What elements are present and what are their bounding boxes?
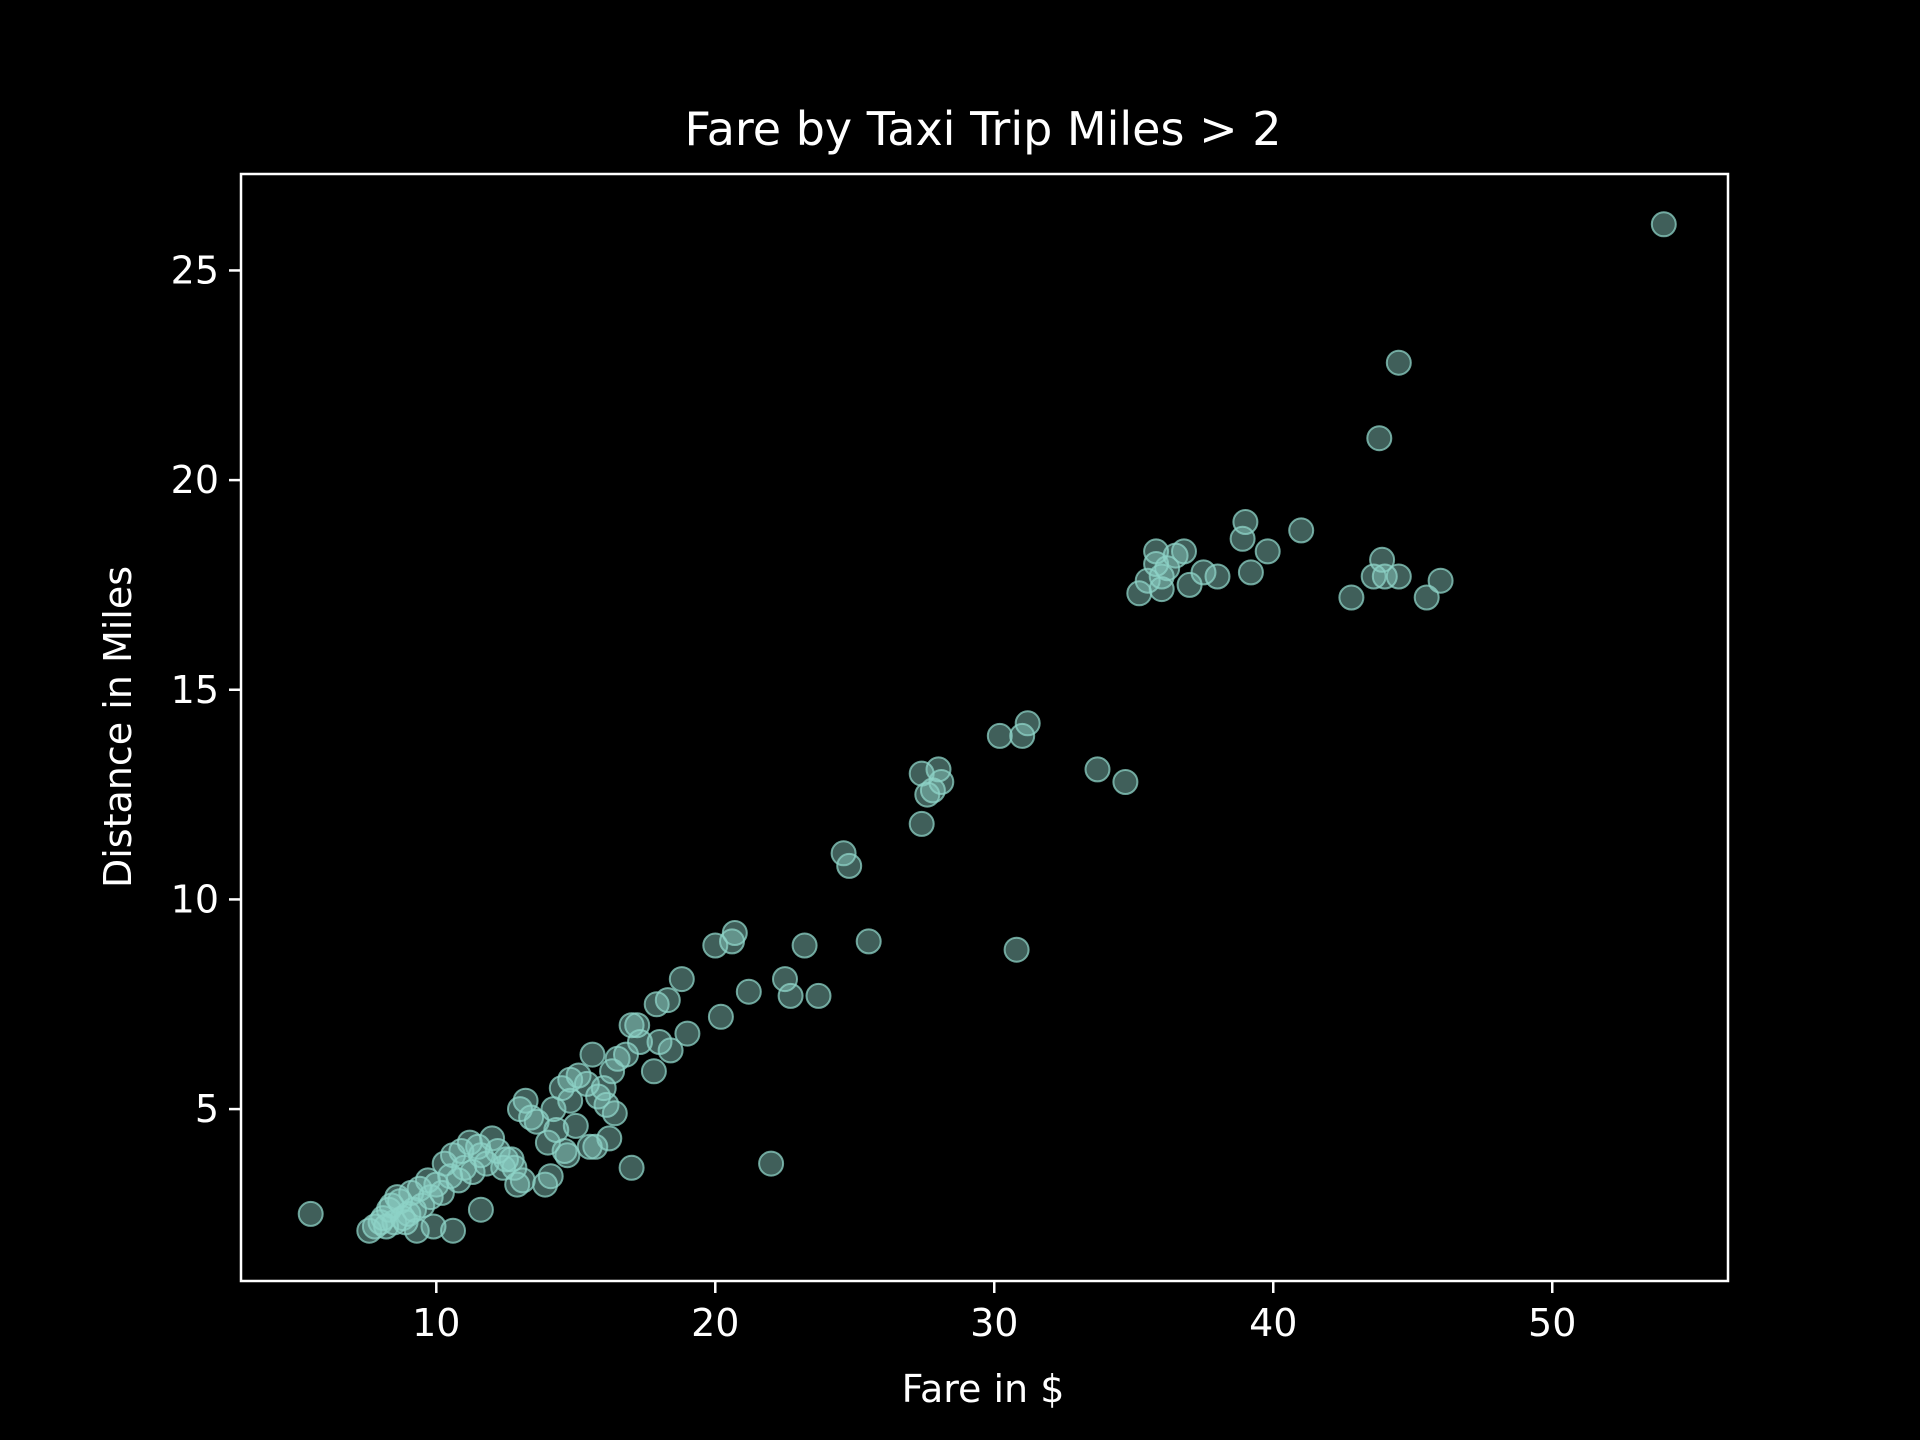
data-point	[1254, 538, 1281, 565]
data-point	[719, 928, 745, 955]
x-tick-label: 20	[691, 1301, 739, 1345]
data-point	[562, 1112, 589, 1139]
data-point	[554, 1142, 581, 1169]
data-point	[1371, 563, 1398, 590]
data-point	[618, 1154, 645, 1181]
x-tick-label: 50	[1528, 1301, 1576, 1345]
y-tick-label: 5	[195, 1087, 219, 1131]
y-axis-label: Distance in Miles	[96, 566, 140, 888]
data-point	[1288, 517, 1315, 544]
data-point	[640, 1058, 667, 1085]
data-point	[1650, 211, 1677, 238]
y-tick-label: 10	[171, 877, 219, 921]
data-point	[830, 840, 857, 867]
data-point	[1084, 756, 1111, 783]
data-point	[518, 1104, 545, 1131]
data-point	[702, 932, 729, 959]
data-point	[1148, 563, 1175, 590]
data-point	[297, 1200, 324, 1227]
data-point	[414, 1167, 441, 1194]
data-point	[668, 966, 695, 993]
data-point	[735, 978, 762, 1005]
data-point	[534, 1129, 561, 1156]
data-point	[596, 1125, 623, 1152]
data-point	[643, 991, 670, 1018]
y-tick-label: 25	[171, 248, 219, 292]
data-point	[579, 1041, 606, 1068]
data-point	[582, 1133, 609, 1160]
data-point	[1413, 584, 1440, 611]
y-axis-ticks: 5 10 15 20 25	[171, 248, 241, 1131]
data-point	[777, 982, 804, 1009]
data-point	[1229, 525, 1256, 552]
x-tick-label: 10	[412, 1301, 460, 1345]
data-point	[537, 1163, 564, 1190]
data-point	[1176, 571, 1203, 598]
data-point	[758, 1150, 785, 1177]
data-point	[836, 852, 863, 879]
data-point	[1237, 559, 1264, 586]
data-point	[1126, 580, 1153, 607]
data-point	[707, 1003, 734, 1030]
chart-title: Fare by Taxi Trip Miles > 2	[684, 102, 1281, 156]
data-point	[1366, 425, 1393, 452]
data-point	[473, 1150, 500, 1177]
y-tick-label: 20	[171, 458, 219, 502]
data-point	[1338, 584, 1365, 611]
data-point	[805, 982, 832, 1009]
x-tick-label: 40	[1249, 1301, 1297, 1345]
data-points	[297, 211, 1677, 1244]
data-point	[440, 1217, 466, 1244]
data-point	[504, 1171, 531, 1198]
data-point	[646, 1029, 673, 1055]
data-point	[1014, 710, 1041, 737]
data-point	[1009, 722, 1036, 749]
data-point	[557, 1087, 584, 1114]
x-tick-label: 30	[970, 1301, 1018, 1345]
data-point	[1143, 538, 1170, 565]
data-point	[604, 1045, 631, 1072]
plot-frame	[239, 172, 1730, 1283]
data-point	[674, 1020, 701, 1047]
data-point	[855, 928, 882, 955]
data-point	[1112, 769, 1139, 795]
data-point	[370, 1205, 397, 1232]
data-point	[467, 1196, 494, 1223]
data-point	[1385, 563, 1412, 590]
data-point	[420, 1213, 447, 1240]
data-point	[919, 777, 946, 804]
x-axis-label: Fare in $	[902, 1367, 1065, 1411]
data-point	[908, 810, 935, 837]
data-point	[601, 1100, 628, 1127]
data-point	[772, 966, 798, 993]
data-point	[1385, 349, 1412, 376]
data-point	[498, 1146, 525, 1173]
data-point	[378, 1192, 405, 1219]
data-point	[1427, 567, 1454, 594]
data-point	[551, 1138, 578, 1164]
data-point	[1003, 936, 1030, 963]
data-point	[986, 722, 1013, 749]
y-tick-label: 15	[171, 668, 219, 712]
x-axis-ticks: 10 20 30 40 50	[412, 1281, 1576, 1345]
data-point	[791, 932, 818, 959]
